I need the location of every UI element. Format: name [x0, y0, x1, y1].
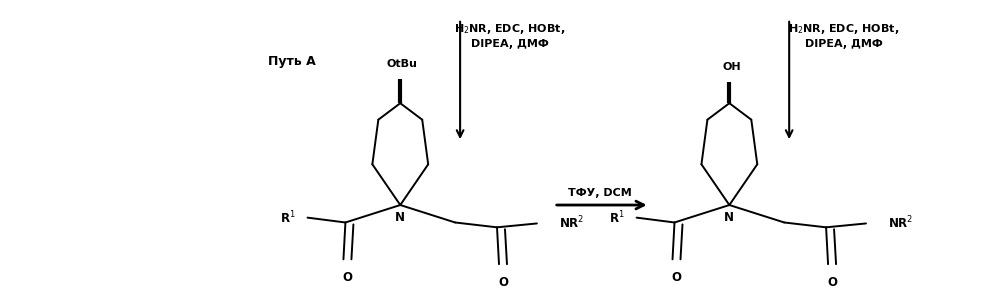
Text: H$_2$NR, EDC, HOBt,: H$_2$NR, EDC, HOBt, — [788, 22, 899, 36]
Text: NR$^2$: NR$^2$ — [559, 215, 584, 232]
Text: N: N — [725, 211, 735, 224]
Text: DIPEA, ДМФ: DIPEA, ДМФ — [471, 39, 549, 49]
Text: H$_2$NR, EDC, HOBt,: H$_2$NR, EDC, HOBt, — [454, 22, 566, 36]
Text: O: O — [827, 276, 837, 289]
Text: O: O — [342, 271, 352, 284]
Text: OH: OH — [722, 62, 741, 72]
Text: OtBu: OtBu — [387, 59, 418, 69]
Text: ТФУ, DCM: ТФУ, DCM — [568, 188, 632, 198]
Text: NR$^2$: NR$^2$ — [888, 215, 913, 232]
Text: N: N — [395, 211, 405, 224]
Text: R$^1$: R$^1$ — [279, 209, 295, 226]
Text: O: O — [672, 271, 682, 284]
Text: Путь А: Путь А — [267, 55, 315, 68]
Text: R$^1$: R$^1$ — [609, 209, 625, 226]
Text: DIPEA, ДМФ: DIPEA, ДМФ — [805, 39, 883, 49]
Text: O: O — [498, 276, 508, 289]
